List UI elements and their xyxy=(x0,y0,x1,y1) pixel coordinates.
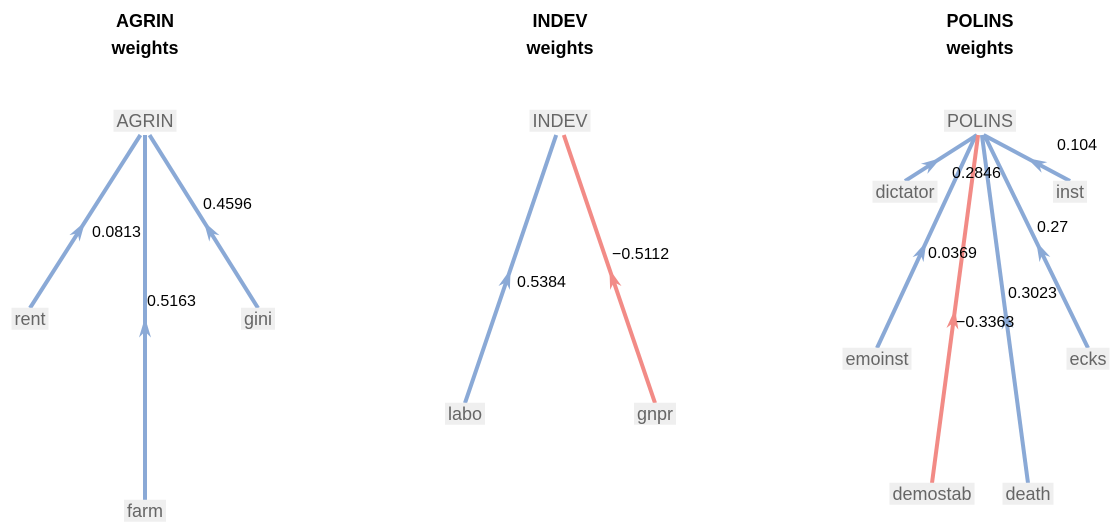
indicator-node-bg xyxy=(1052,180,1088,203)
indicator-node-bg xyxy=(872,180,938,203)
edge xyxy=(979,134,1030,484)
panel-subtitle: weights xyxy=(945,38,1013,58)
arrowhead xyxy=(609,269,622,290)
root-node: INDEV xyxy=(529,109,591,132)
root-node-bg xyxy=(529,109,591,132)
indicator-node-label: dictator xyxy=(875,182,934,202)
indicator-node: gnpr xyxy=(633,402,677,425)
panel-title: INDEV xyxy=(532,11,587,31)
indicator-node-label: inst xyxy=(1056,182,1084,202)
panel-subtitle: weights xyxy=(110,38,178,58)
arrowhead xyxy=(498,269,511,290)
indicator-node: dictator xyxy=(872,180,938,203)
root-node-label: POLINS xyxy=(947,111,1013,131)
indicator-node: demostab xyxy=(889,482,975,505)
root-node-label: INDEV xyxy=(532,111,587,131)
edge-weight: 0.3023 xyxy=(1008,285,1057,302)
indicator-node: inst xyxy=(1052,180,1088,203)
indicator-node-bg xyxy=(889,482,975,505)
edge xyxy=(147,133,260,310)
indicator-node-bg xyxy=(842,347,912,370)
edge-weight: 0.104 xyxy=(1057,137,1097,154)
panel-subtitle: weights xyxy=(525,38,593,58)
arrowhead xyxy=(1036,241,1051,263)
root-node-bg xyxy=(943,109,1017,132)
indicator-node-bg xyxy=(633,402,677,425)
arrowhead xyxy=(139,317,151,338)
edge-weight: 0.0369 xyxy=(928,245,977,262)
root-node-bg xyxy=(113,109,177,132)
root-node: POLINS xyxy=(943,109,1017,132)
panel-title: AGRIN xyxy=(116,11,174,31)
indicator-node-bg xyxy=(124,499,166,522)
root-node: AGRIN xyxy=(113,109,177,132)
indicator-node: gini xyxy=(240,307,276,330)
indicator-node: farm xyxy=(124,499,166,522)
edge-weight: 0.4596 xyxy=(203,196,252,213)
indicator-node-bg xyxy=(11,307,49,330)
edge-weight: 0.2846 xyxy=(952,165,1001,182)
indicator-node: labo xyxy=(444,402,486,425)
indicator-node: rent xyxy=(11,307,49,330)
indicator-node-label: farm xyxy=(127,501,163,521)
edge-weight: 0.5163 xyxy=(147,293,196,310)
arrowhead xyxy=(1001,309,1014,330)
edge-weight: 0.5384 xyxy=(517,274,566,291)
panel-title: POLINS xyxy=(946,11,1013,31)
arrowhead xyxy=(920,158,941,174)
edge-weight: 0.27 xyxy=(1037,219,1068,236)
root-node-label: AGRIN xyxy=(116,111,173,131)
edge xyxy=(930,134,981,484)
indicator-node: emoinst xyxy=(842,347,912,370)
arrowhead xyxy=(203,221,220,242)
edge-weight: 0.0813 xyxy=(92,224,141,241)
indicator-node-bg xyxy=(240,307,276,330)
arrowhead xyxy=(912,241,927,263)
indicator-node: death xyxy=(1002,482,1054,505)
indicator-node-label: death xyxy=(1005,484,1050,504)
indicator-node-label: gini xyxy=(244,309,272,329)
edge-weight: −0.5112 xyxy=(612,246,669,263)
indicator-node-bg xyxy=(444,402,486,425)
indicator-node: ecks xyxy=(1066,347,1110,370)
indicator-node-label: labo xyxy=(448,404,482,424)
indicator-node-bg xyxy=(1066,347,1110,370)
indicator-node-bg xyxy=(1002,482,1054,505)
indicator-node-label: emoinst xyxy=(845,349,908,369)
arrowhead xyxy=(1026,158,1048,173)
arrowhead xyxy=(69,221,86,242)
indicator-node-label: ecks xyxy=(1069,349,1106,369)
edge-weight: −0.3363 xyxy=(956,314,1014,331)
indicator-node-label: demostab xyxy=(892,484,971,504)
indicator-node-label: rent xyxy=(14,309,45,329)
indicator-node-label: gnpr xyxy=(637,404,673,424)
arrowhead xyxy=(946,309,959,330)
